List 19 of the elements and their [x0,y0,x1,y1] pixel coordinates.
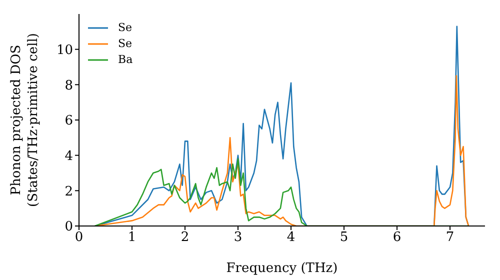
x-tick-label: 6 [392,230,402,246]
y-tick-label: 10 [56,42,73,58]
y-tick-label: 4 [64,148,73,164]
x-tick-label: 5 [340,230,348,246]
y-tick-label: 2 [64,184,73,200]
x-tick-label: 3 [234,230,242,246]
x-tick-label: 1 [128,230,136,246]
x-axis-title: Frequency (THz) [226,261,338,276]
y-tick-label: 8 [64,78,73,94]
legend-label: Se [118,36,132,52]
y-axis-title: Phonon projected DOS (States/THz·primitive cell) [9,32,41,208]
x-tick-label: 0 [74,230,84,246]
y-tick-label: 0 [64,220,73,235]
x-tick-label: 4 [286,230,296,246]
legend-label: Se [118,20,132,36]
legend-label: Ba [118,52,133,68]
y-tick-label: 6 [64,114,73,129]
x-tick-label: 2 [180,230,190,246]
x-tick-label: 7 [446,230,454,246]
